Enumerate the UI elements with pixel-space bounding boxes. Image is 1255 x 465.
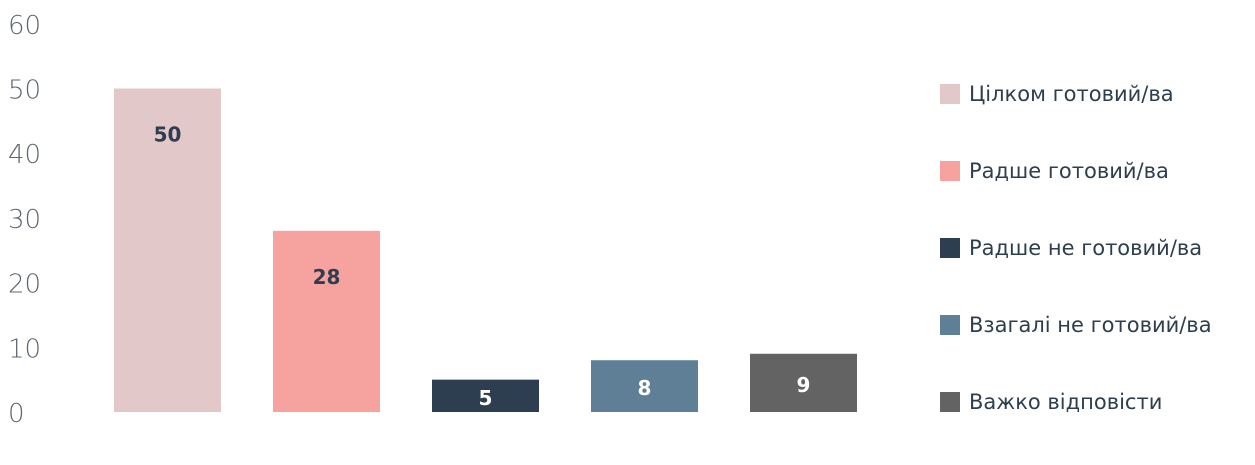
bar-value-label: 28 (313, 265, 341, 289)
y-tick-label: 60 (8, 11, 41, 41)
legend-swatch (940, 84, 960, 104)
bar (591, 360, 698, 412)
legend-swatch (940, 315, 960, 335)
legend-item: Цілком готовий/ва (940, 80, 1250, 108)
legend-swatch (940, 161, 960, 181)
bars-group (114, 88, 857, 412)
legend-label: Важко відповісти (969, 390, 1163, 414)
legend-label: Цілком готовий/ва (969, 82, 1174, 106)
legend: Цілком готовий/ва Радше готовий/ва Радше н… (940, 80, 1250, 465)
y-tick-label: 30 (8, 205, 41, 235)
bar-value-label: 8 (638, 376, 652, 400)
data-labels-group: 50 28 5 8 9 (154, 123, 811, 410)
legend-label: Радше не готовий/ва (969, 236, 1203, 260)
legend-swatch (940, 392, 960, 412)
bar-value-label: 5 (479, 386, 493, 410)
y-tick-label: 20 (8, 270, 41, 300)
legend-item: Взагалі не готовий/ва (940, 311, 1250, 339)
bar (114, 88, 221, 412)
y-tick-label: 0 (8, 399, 25, 429)
bar-value-label: 9 (797, 373, 811, 397)
bar (273, 230, 380, 412)
legend-item: Важко відповісти (940, 388, 1250, 416)
y-axis: 0 10 20 30 40 50 60 (8, 11, 41, 429)
legend-item: Радше не готовий/ва (940, 234, 1250, 262)
legend-swatch (940, 238, 960, 258)
bar-value-label: 50 (154, 123, 182, 147)
y-tick-label: 10 (8, 334, 41, 364)
legend-label: Взагалі не готовий/ва (969, 313, 1212, 337)
legend-label: Радше готовий/ва (969, 159, 1169, 183)
legend-item: Радше готовий/ва (940, 157, 1250, 185)
bar (432, 379, 539, 412)
bar (750, 353, 857, 412)
y-tick-label: 50 (8, 76, 41, 106)
y-tick-label: 40 (8, 140, 41, 170)
bar-chart: 0 10 20 30 40 50 60 50 28 5 8 9 (8, 11, 857, 429)
